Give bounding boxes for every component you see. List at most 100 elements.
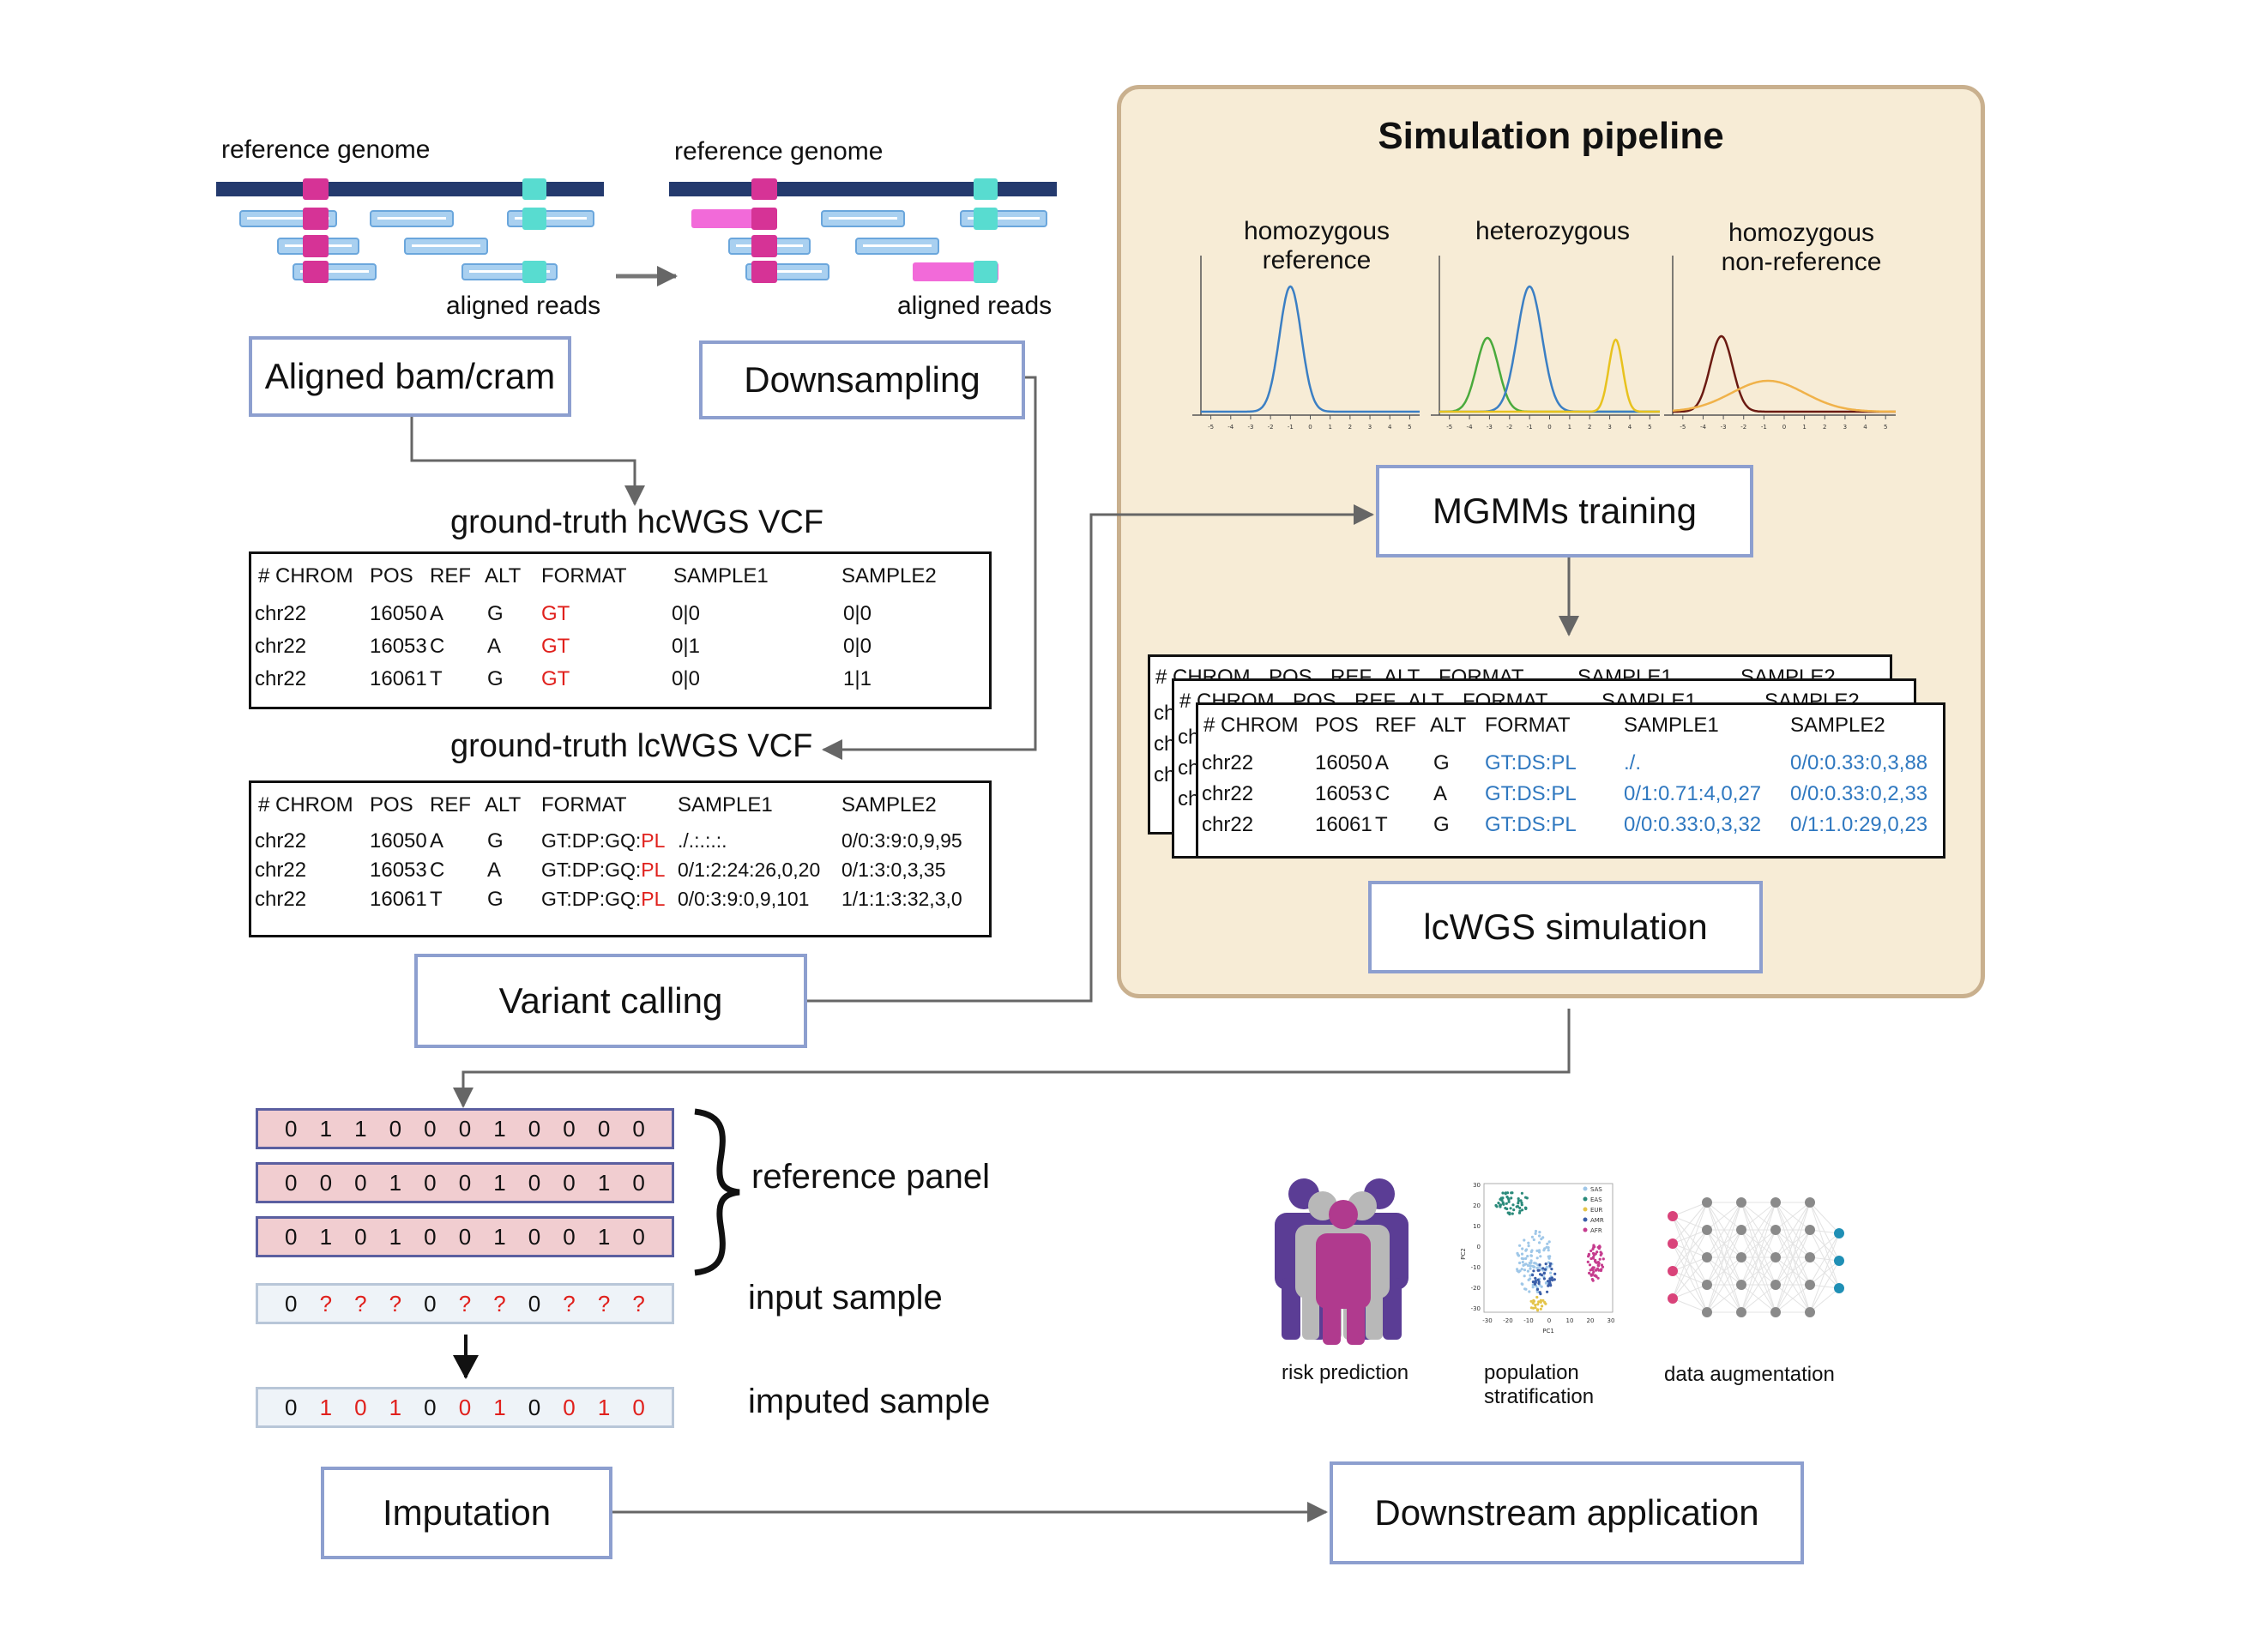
pca-point: [1533, 1282, 1536, 1286]
pca-point: [1529, 1299, 1533, 1303]
aligned-reads-illustration: [216, 178, 604, 283]
bit-cell: ?: [493, 1290, 506, 1317]
nn-edge: [1672, 1298, 1708, 1313]
pca-point: [1596, 1263, 1600, 1267]
pca-point: [1505, 1202, 1508, 1205]
data-augmentation-label: data augmentation: [1664, 1363, 1835, 1386]
pca-point: [1499, 1203, 1502, 1207]
nn-layer-2: [1736, 1197, 1746, 1317]
nn-edge: [1706, 1229, 1742, 1313]
cell-pos: 16053: [1315, 782, 1372, 805]
bit-cell: 0: [458, 1223, 472, 1250]
pca-point: [1537, 1249, 1541, 1252]
bit-cell: 0: [424, 1169, 437, 1196]
pca-x-tick: -30: [1482, 1317, 1492, 1324]
pca-point: [1549, 1271, 1553, 1274]
cell-ref: C: [1375, 782, 1390, 805]
pca-x-tick: 10: [1566, 1317, 1574, 1324]
pca-point: [1538, 1263, 1541, 1267]
pca-point: [1542, 1249, 1546, 1252]
pca-y-label: PC2: [1460, 1248, 1467, 1260]
pca-point: [1518, 1244, 1522, 1247]
label-line1: population: [1484, 1361, 1579, 1384]
cell-chrom: chr22: [255, 602, 307, 625]
pca-point: [1535, 1308, 1540, 1311]
pca-point: [1527, 1241, 1530, 1244]
pca-point: [1520, 1252, 1524, 1256]
nn-edge: [1809, 1232, 1840, 1286]
pca-y-tick: -10: [1471, 1264, 1481, 1271]
cell-ref: A: [430, 829, 444, 853]
pca-point: [1547, 1249, 1550, 1252]
nn-node: [1770, 1280, 1781, 1290]
x-tick-label: 2: [1348, 424, 1352, 431]
aligned-reads-label: aligned reads: [446, 292, 601, 320]
mgmms-training-step: MGMMs training: [1376, 465, 1753, 557]
cell-sample1: 0|1: [672, 635, 700, 658]
cell-format: GT: [541, 667, 570, 690]
cell-chrom: chr22: [1202, 782, 1254, 805]
cell-alt: G: [487, 667, 504, 690]
x-tick-label: 0: [1547, 424, 1551, 431]
pca-point: [1509, 1207, 1512, 1210]
bit-cell: 0: [632, 1394, 645, 1420]
bit-cell: 0: [424, 1394, 437, 1420]
pca-point: [1497, 1202, 1500, 1205]
bit-cell: 0: [458, 1115, 472, 1142]
pca-point: [1547, 1280, 1550, 1283]
cell-ref: C: [430, 635, 445, 658]
pca-point: [1600, 1268, 1603, 1271]
pca-point: [1548, 1264, 1552, 1268]
pca-point: [1531, 1264, 1535, 1268]
arrow-bam-to-hcvcf: [410, 417, 645, 506]
pca-point: [1523, 1262, 1527, 1266]
cell-chrom: chr22: [1202, 813, 1254, 836]
bit-cell: ?: [597, 1290, 611, 1317]
arrow-sim-to-imputation: [453, 1009, 1571, 1108]
pca-x-tick: 0: [1547, 1317, 1551, 1324]
cell-format: GT:DP:GQ:PL: [541, 829, 665, 853]
pca-point: [1508, 1213, 1511, 1216]
pca-point: [1596, 1276, 1600, 1280]
x-tick-label: 4: [1863, 424, 1867, 431]
downsampling-step: Downsampling: [699, 340, 1025, 419]
cell-ref: T: [430, 888, 443, 911]
bit-cell: 0: [285, 1223, 298, 1250]
nn-edge: [1775, 1229, 1811, 1313]
pca-point: [1515, 1205, 1518, 1208]
pca-point: [1526, 1255, 1529, 1258]
dist-label-homozygous-nonreference: homozygous non-reference: [1677, 219, 1926, 277]
bit-cell: 0: [458, 1394, 472, 1420]
col-header: SAMPLE1: [1624, 714, 1719, 737]
cell-ref: T: [430, 667, 443, 690]
bit-cell: 1: [597, 1223, 611, 1250]
pca-point: [1523, 1287, 1527, 1291]
nn-node: [1770, 1225, 1781, 1235]
pca-point: [1532, 1269, 1535, 1273]
pca-point: [1538, 1234, 1541, 1238]
pca-point: [1524, 1248, 1529, 1251]
pca-y-tick: 20: [1473, 1202, 1481, 1209]
pca-point: [1523, 1268, 1527, 1272]
cell-alt: G: [1433, 813, 1450, 836]
cell-sample2: 0|0: [843, 602, 872, 625]
pca-point: [1600, 1252, 1603, 1256]
pca-point: [1523, 1238, 1526, 1242]
pca-point: [1512, 1208, 1516, 1212]
bit-cell: ?: [632, 1290, 645, 1317]
nn-edge: [1775, 1202, 1811, 1231]
nn-layer-0: [1668, 1211, 1678, 1304]
cell-chrom: chr22: [255, 888, 307, 911]
pca-point: [1591, 1256, 1595, 1259]
pca-point: [1505, 1195, 1509, 1199]
bit-cell: 0: [389, 1115, 402, 1142]
pca-point: [1589, 1256, 1593, 1261]
cell-format: GT: [541, 635, 570, 658]
format-prefix: GT:DP:GQ:: [541, 859, 642, 881]
pca-point: [1531, 1286, 1535, 1289]
cell-chrom: chr22: [255, 635, 307, 658]
cell-pos: 16061: [370, 667, 427, 690]
x-tick-label: -2: [1268, 424, 1274, 431]
nn-node: [1805, 1280, 1815, 1290]
